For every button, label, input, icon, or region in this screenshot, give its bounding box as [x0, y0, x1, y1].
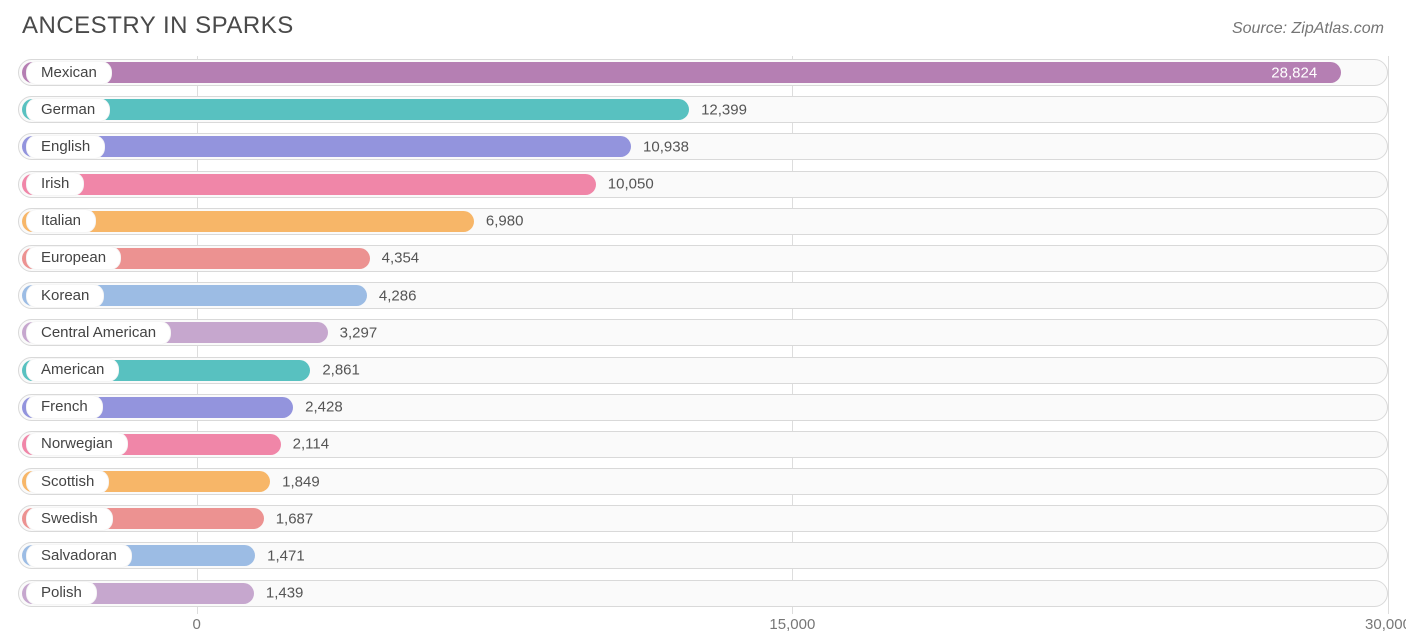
bar-value-label: 4,286 [379, 287, 417, 304]
bar-category-pill: American [26, 358, 119, 382]
bar-row: Central American 3,297 [18, 316, 1388, 349]
bar-category-pill: Irish [26, 172, 84, 196]
bar-row: Polish 1,439 [18, 577, 1388, 610]
bar-fill [22, 62, 1341, 83]
bar-category-pill: Central American [26, 321, 171, 345]
chart-plot-area: Mexican 28,824 German 12,399 English 10,938 Ir… [18, 56, 1388, 638]
bar-category-pill: Swedish [26, 507, 113, 531]
bar-value-label: 10,938 [643, 138, 689, 155]
bar-row: American 2,861 [18, 354, 1388, 387]
bar-value-label: 1,439 [266, 585, 304, 602]
bar-value-label: 6,980 [486, 213, 524, 230]
bar-value-label: 4,354 [382, 250, 420, 267]
bar-value-label: 1,849 [282, 473, 320, 490]
bar-category-pill: Polish [26, 581, 97, 605]
chart-container: ANCESTRY IN SPARKS Source: ZipAtlas.com … [0, 0, 1406, 644]
bar-row: Mexican 28,824 [18, 56, 1388, 89]
bar-value-label: 28,824 [1271, 64, 1374, 81]
grid-line [1388, 56, 1389, 614]
bar-fill [22, 174, 596, 195]
bar-fill [22, 136, 631, 157]
bar-value-label: 1,471 [267, 547, 305, 564]
bar-category-pill: Norwegian [26, 432, 128, 456]
bar-value-label: 3,297 [340, 324, 378, 341]
bar-value-label: 1,687 [276, 510, 314, 527]
bar-category-pill: English [26, 135, 105, 159]
chart-source: Source: ZipAtlas.com [1232, 20, 1384, 38]
bar-category-pill: Salvadoran [26, 544, 132, 568]
bar-row: Italian 6,980 [18, 205, 1388, 238]
bar-value-label: 2,428 [305, 399, 343, 416]
bar-row: Swedish 1,687 [18, 502, 1388, 535]
bar-row: European 4,354 [18, 242, 1388, 275]
bar-category-pill: Korean [26, 284, 104, 308]
bar-row: English 10,938 [18, 130, 1388, 163]
bar-row: Korean 4,286 [18, 279, 1388, 312]
x-axis-tick-label: 30,000 [1365, 616, 1406, 633]
bar-category-pill: Scottish [26, 470, 109, 494]
bar-category-pill: Mexican [26, 61, 112, 85]
bar-row: German 12,399 [18, 93, 1388, 126]
bar-value-label: 10,050 [608, 176, 654, 193]
x-axis-tick-label: 15,000 [769, 616, 815, 633]
bar-row: Norwegian 2,114 [18, 428, 1388, 461]
bar-category-pill: French [26, 395, 103, 419]
chart-header: ANCESTRY IN SPARKS Source: ZipAtlas.com [18, 12, 1388, 40]
bar-row: Irish 10,050 [18, 168, 1388, 201]
bar-value-label: 2,114 [293, 436, 329, 453]
bar-category-pill: Italian [26, 209, 96, 233]
bar-row: Scottish 1,849 [18, 465, 1388, 498]
bar-category-pill: German [26, 98, 110, 122]
chart-bars: Mexican 28,824 German 12,399 English 10,938 Ir… [18, 56, 1388, 610]
x-axis-tick-label: 0 [193, 616, 201, 633]
bar-row: Salvadoran 1,471 [18, 539, 1388, 572]
bar-fill [22, 99, 689, 120]
bar-category-pill: European [26, 246, 121, 270]
chart-title: ANCESTRY IN SPARKS [22, 12, 294, 40]
bar-value-label: 12,399 [701, 101, 747, 118]
x-axis: 015,00030,000 [18, 614, 1388, 638]
bar-value-label: 2,861 [322, 362, 360, 379]
bar-row: French 2,428 [18, 391, 1388, 424]
